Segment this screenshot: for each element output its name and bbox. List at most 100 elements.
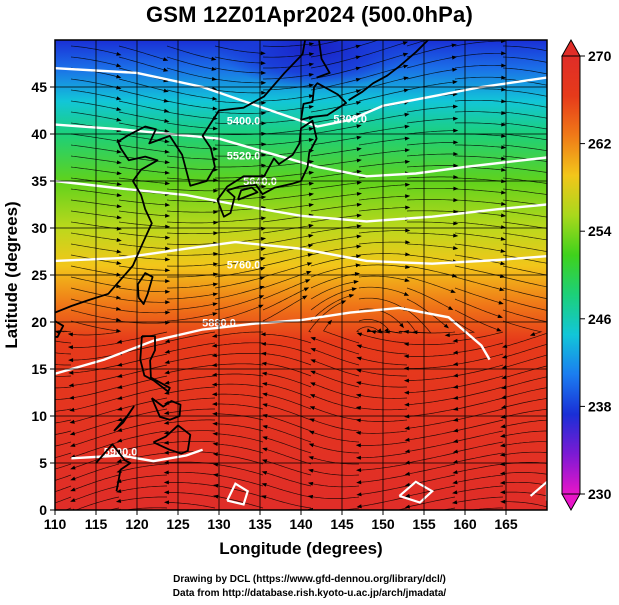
y-axis: 0 5 10 15 20 25 30 35 40 45 xyxy=(31,79,55,518)
streamline xyxy=(119,419,168,431)
streamline xyxy=(407,496,456,508)
streamline xyxy=(215,423,264,432)
colorbar-min-arrow xyxy=(561,493,581,512)
streamline-arrowhead xyxy=(163,67,169,72)
streamline-arrowhead xyxy=(261,495,267,499)
coastline-segment xyxy=(153,424,192,455)
x-axis: 110 115 120 125 130 135 140 145 150 155 160 165 xyxy=(44,510,518,532)
streamline xyxy=(166,419,215,424)
streamline xyxy=(454,210,504,217)
streamline xyxy=(166,232,216,235)
streamline-arrowhead xyxy=(70,476,76,481)
streamline-arrowhead xyxy=(549,227,554,231)
coastline-segment xyxy=(348,40,429,101)
streamline-arrowhead xyxy=(262,436,268,441)
streamline-arrowhead xyxy=(165,246,171,251)
streamline xyxy=(264,363,312,377)
streamline-arrowhead xyxy=(68,383,74,388)
streamline-arrowhead xyxy=(501,63,507,68)
streamline-arrowhead xyxy=(501,122,507,127)
streamline xyxy=(312,371,360,388)
streamline-arrowhead xyxy=(116,339,122,344)
streamline-arrowhead xyxy=(549,49,554,53)
streamline-arrowhead xyxy=(69,419,75,424)
streamline-arrowhead xyxy=(259,285,265,290)
streamline-arrowhead xyxy=(403,342,409,347)
streamline xyxy=(454,199,504,205)
streamline xyxy=(214,100,264,104)
streamline xyxy=(373,330,408,334)
streamline-arrowhead xyxy=(405,182,411,187)
streamline xyxy=(503,387,547,399)
streamline-arrowhead xyxy=(356,254,362,259)
streamline-arrowhead xyxy=(261,351,267,356)
streamline-arrowhead xyxy=(356,135,362,140)
height-contour xyxy=(71,448,203,463)
streamline-arrowhead xyxy=(453,152,459,156)
streamline-arrowhead xyxy=(595,67,600,71)
streamline-arrowhead xyxy=(70,519,75,523)
streamline-arrowhead xyxy=(549,215,554,219)
streamline xyxy=(454,76,504,80)
coastline-segment xyxy=(55,320,65,338)
streamline-arrowhead xyxy=(501,167,507,172)
streamline-arrowhead xyxy=(403,88,410,93)
streamline-arrowhead xyxy=(404,402,410,407)
streamline-arrowhead xyxy=(211,372,217,377)
streamline-arrowhead xyxy=(21,332,26,336)
streamline-arrowhead xyxy=(261,153,267,157)
streamline xyxy=(406,298,447,327)
streamline xyxy=(262,53,312,58)
x-tick-label: 115 xyxy=(85,516,108,532)
streamline xyxy=(310,264,358,278)
streamline-arrowhead xyxy=(164,349,170,354)
streamline-arrowhead xyxy=(213,220,219,225)
streamline-arrowhead xyxy=(453,417,459,422)
streamline xyxy=(502,472,547,475)
streamline-arrowhead xyxy=(116,489,122,493)
contour-label: 5520.0 xyxy=(227,150,261,162)
streamline-arrowhead xyxy=(21,473,26,477)
streamline-arrowhead xyxy=(548,309,553,313)
streamline-arrowhead xyxy=(211,333,218,338)
streamline-arrowhead xyxy=(501,87,507,92)
streamline-arrowhead xyxy=(211,363,217,367)
streamline xyxy=(454,122,504,126)
contour-label: 5400.0 xyxy=(227,116,261,128)
streamline-arrowhead xyxy=(348,294,355,298)
streamline xyxy=(310,148,359,157)
streamline-arrowhead xyxy=(453,186,459,191)
streamline-arrowhead xyxy=(22,498,27,502)
streamline-arrowhead xyxy=(164,129,170,133)
streamline-arrowhead xyxy=(116,261,122,265)
streamline xyxy=(502,430,547,437)
streamline xyxy=(455,342,504,354)
streamline xyxy=(119,463,168,472)
streamline-arrowhead xyxy=(212,312,218,317)
streamline-arrowhead xyxy=(356,244,362,249)
streamline-arrowhead xyxy=(497,314,503,318)
streamline-arrowhead xyxy=(453,104,459,109)
streamline-arrowhead xyxy=(70,465,76,470)
streamline xyxy=(70,133,119,142)
streamline xyxy=(310,507,360,510)
streamline-arrowhead xyxy=(453,384,459,389)
streamline xyxy=(407,430,456,441)
streamline xyxy=(406,130,456,135)
streamline-arrowhead xyxy=(549,238,554,242)
streamline xyxy=(311,431,360,443)
streamline xyxy=(406,153,456,157)
streamline xyxy=(502,232,547,241)
streamline xyxy=(454,276,502,291)
streamline xyxy=(214,45,263,54)
streamline-arrowhead xyxy=(211,353,217,358)
streamline-arrowhead xyxy=(20,422,25,426)
streamline xyxy=(119,397,168,410)
streamline-arrowhead xyxy=(308,443,314,448)
streamline xyxy=(502,67,547,75)
streamline xyxy=(455,485,504,493)
streamline xyxy=(502,188,547,195)
streamline xyxy=(262,128,312,135)
streamline xyxy=(70,298,119,310)
streamline xyxy=(447,320,475,336)
